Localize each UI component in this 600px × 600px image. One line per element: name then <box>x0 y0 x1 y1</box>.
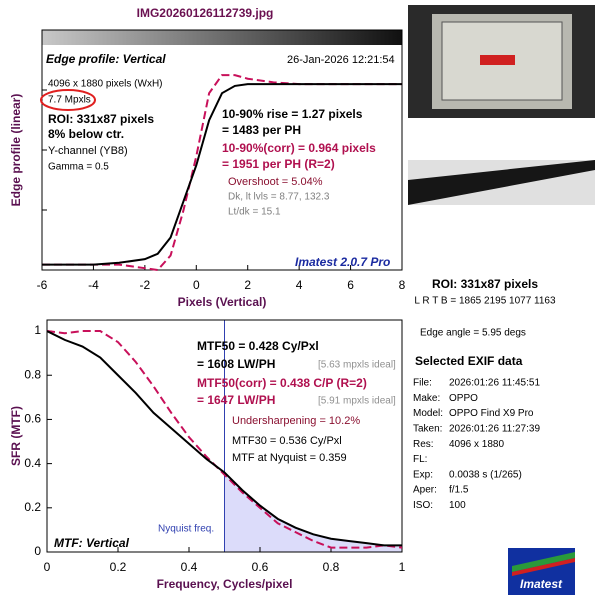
x-tick-label: 0 <box>44 560 51 574</box>
exif-value: OPPO Find X9 Pro <box>449 408 534 419</box>
annotation: MTF50 = 0.428 Cy/Pxl <box>197 339 319 353</box>
exif-value: 2026:01:26 11:27:39 <box>449 424 540 435</box>
annotation: MTF30 = 0.536 Cy/Pxl <box>232 435 342 447</box>
annotation: [5.63 mpxls ideal] <box>318 360 396 371</box>
x-axis-label: Frequency, Cycles/pixel <box>157 577 293 591</box>
annotation: 7.7 Mpxls <box>48 95 91 106</box>
y-axis-label: SFR (MTF) <box>9 406 23 466</box>
lrtb: L R T B = 1865 2195 1077 1163 <box>414 296 556 307</box>
annotation: MTF50(corr) = 0.438 C/P (R=2) <box>197 376 367 390</box>
annotation: Y-channel (YB8) <box>48 145 128 157</box>
annotation: 8% below ctr. <box>48 127 124 141</box>
plot-frame <box>46 319 403 553</box>
exif-value: 2026:01:26 11:45:51 <box>449 378 540 389</box>
annotation: 4096 x 1880 pixels (WxH) <box>48 79 163 90</box>
y-tick-label: 0 <box>34 544 41 558</box>
series-line <box>42 74 402 272</box>
x-tick-label: 8 <box>399 278 406 292</box>
series-line <box>46 330 403 549</box>
annotation: Imatest 2.0.7 Pro <box>295 255 390 269</box>
annotation: 10-90%(corr) = 0.964 pixels <box>222 141 376 155</box>
annotation: = 1647 LW/PH <box>197 393 275 407</box>
chart-title: Edge profile: Vertical <box>46 52 166 66</box>
series-line <box>46 330 402 547</box>
y-axis-label: Edge profile (linear) <box>9 94 23 207</box>
exif-label: Make: <box>413 393 440 404</box>
x-axis-label: Pixels (Vertical) <box>178 295 267 309</box>
annotation: Undersharpening = 10.2% <box>232 415 360 427</box>
annotation: Gamma = 0.5 <box>48 162 109 173</box>
edge-angle: Edge angle = 5.95 degs <box>420 328 526 339</box>
exif-label: Taken: <box>413 424 442 435</box>
x-tick-label: -4 <box>88 278 99 292</box>
exif-label: ISO: <box>413 500 433 511</box>
annotation: ROI: 331x87 pixels <box>48 112 154 126</box>
annotation: 10-90% rise = 1.27 pixels <box>222 107 363 121</box>
y-tick-label: 0.8 <box>24 367 41 381</box>
y-tick-label: 1 <box>34 323 41 337</box>
annotation: = 1483 per PH <box>222 123 301 137</box>
annotation: MTF at Nyquist = 0.359 <box>232 452 347 464</box>
y-tick-label: 0.2 <box>24 500 41 514</box>
logo-stripe <box>512 558 575 576</box>
annotation: Nyquist freq. <box>158 524 214 535</box>
exif-value: OPPO <box>449 393 478 404</box>
logo-stripe <box>512 552 575 572</box>
exif-value: f/1.5 <box>449 485 469 496</box>
thumbnail-roi <box>480 55 515 65</box>
exif-value: 4096 x 1880 <box>449 439 504 450</box>
annotation: Lt/dk = 15.1 <box>228 207 281 218</box>
exif-title: Selected EXIF data <box>415 354 523 368</box>
x-tick-label: 0.4 <box>181 560 198 574</box>
y-tick-label: 0.4 <box>24 456 41 470</box>
x-tick-label: 0.2 <box>110 560 127 574</box>
exif-label: FL: <box>413 454 427 465</box>
exif-label: Res: <box>413 439 434 450</box>
page-title: IMG20260126112739.jpg <box>137 6 274 20</box>
annotation: 26-Jan-2026 12:21:54 <box>287 54 395 66</box>
exif-label: Aper: <box>413 485 437 496</box>
nyquist-shade <box>224 472 402 552</box>
logo-text: Imatest <box>520 577 563 591</box>
thumbnail-target <box>441 21 563 101</box>
series-line <box>42 83 402 266</box>
x-tick-label: 1 <box>399 560 406 574</box>
exif-label: Model: <box>413 408 443 419</box>
chart-title: MTF: Vertical <box>54 536 130 550</box>
exif-label: File: <box>413 378 432 389</box>
edge-crop-dark <box>408 160 595 205</box>
annotation: Dk, lt lvls = 8.77, 132.3 <box>228 192 330 203</box>
gradient-bar <box>42 30 402 45</box>
exif-value: 100 <box>449 500 466 511</box>
x-tick-label: -6 <box>37 278 48 292</box>
roi: ROI: 331x87 pixels <box>432 277 538 291</box>
x-tick-label: 6 <box>347 278 354 292</box>
annotation: [5.91 mpxls ideal] <box>318 396 396 407</box>
annotation: = 1608 LW/PH <box>197 357 275 371</box>
exif-label: Exp: <box>413 469 433 480</box>
x-tick-label: -2 <box>140 278 151 292</box>
x-tick-label: 2 <box>244 278 251 292</box>
exif-value: 0.0038 s (1/265) <box>449 469 522 480</box>
x-tick-label: 0.6 <box>252 560 269 574</box>
highlight-ring <box>40 89 96 111</box>
x-tick-label: 0 <box>193 278 200 292</box>
annotation: = 1951 per PH (R=2) <box>222 157 335 171</box>
annotation: Overshoot = 5.04% <box>228 176 323 188</box>
x-tick-label: 0.8 <box>323 560 340 574</box>
y-tick-label: 0.6 <box>24 412 41 426</box>
x-tick-label: 4 <box>296 278 303 292</box>
